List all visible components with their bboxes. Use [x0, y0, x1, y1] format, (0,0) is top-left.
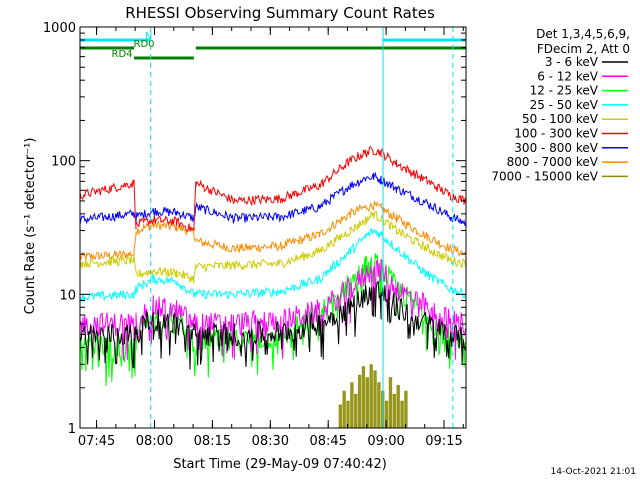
series-point — [404, 390, 408, 428]
series-800-7000-kev — [79, 199, 467, 261]
series-line — [79, 210, 467, 284]
series-line — [79, 146, 467, 233]
series-6-12-kev — [79, 258, 467, 361]
plot-frame — [79, 26, 467, 429]
series-point — [384, 400, 389, 428]
y-axis-label: Count Rate (s⁻¹ detector⁻¹) — [23, 138, 38, 315]
legend-label: 6 - 12 keV — [537, 69, 599, 83]
series-point — [373, 370, 377, 428]
x-axis-label: Start Time (29-May-09 07:40:42) — [173, 457, 387, 472]
series-point — [396, 384, 400, 428]
legend-label: 12 - 25 keV — [530, 84, 599, 98]
x-tick-label: 08:45 — [309, 434, 346, 449]
legend-label: 800 - 7000 keV — [507, 155, 599, 169]
legend: Det 1,3,4,5,6,9, FDecim 2, Att 0 3 - 6 k… — [491, 27, 630, 183]
series-point — [400, 400, 404, 428]
x-tick-label: 07:45 — [78, 434, 115, 449]
series-point — [392, 393, 397, 428]
series-line — [79, 280, 467, 370]
legend-header-line-2: FDecim 2, Att 0 — [537, 42, 630, 56]
series-50-100-kev — [79, 210, 467, 284]
legend-label: 7000 - 15000 keV — [491, 169, 598, 183]
legend-header-line-1: Det 1,3,4,5,6,9, — [536, 27, 630, 41]
series-point — [377, 382, 381, 428]
legend-label: 3 - 6 keV — [545, 55, 599, 69]
y-tick-label: 10 — [59, 288, 76, 303]
x-axis-ticks: 07:45 08:00 08:15 08:30 08:45 09:00 09:15 — [78, 27, 464, 449]
annotation-label-rd4: RD4 — [112, 49, 133, 60]
series-layer — [79, 146, 467, 428]
series-25-50-kev — [79, 227, 467, 302]
series-100-300-kev — [79, 146, 467, 233]
legend-label: 50 - 100 keV — [522, 112, 599, 126]
plot-border — [79, 26, 467, 429]
series-point — [342, 390, 346, 428]
x-tick-label: 08:00 — [136, 434, 173, 449]
series-point — [369, 364, 373, 428]
series-point — [350, 382, 354, 428]
series-point — [354, 393, 358, 428]
series-point — [388, 377, 393, 428]
chart-title: RHESSI Observing Summary Count Rates — [125, 4, 435, 22]
series-line — [79, 199, 467, 261]
x-tick-label: 08:30 — [252, 434, 289, 449]
x-tick-label: 08:15 — [194, 434, 231, 449]
annotation-label-n: N — [145, 31, 152, 42]
x-tick-label: 09:15 — [425, 434, 462, 449]
series-point — [346, 400, 350, 428]
series-point — [361, 366, 366, 428]
y-tick-label: 1 — [68, 422, 76, 437]
y-tick-label: 100 — [51, 155, 76, 170]
y-axis-ticks: 1 10 100 1000 — [43, 21, 466, 437]
series-300-800-kev — [79, 171, 467, 226]
series-point — [365, 377, 369, 428]
legend-label: 300 - 800 keV — [514, 141, 598, 155]
timestamp: 14-Oct-2021 21:01 — [551, 467, 636, 477]
legend-label: 25 - 50 keV — [530, 98, 599, 112]
series-line — [79, 258, 467, 361]
y-tick-label: 1000 — [43, 21, 76, 36]
series-line — [79, 171, 467, 226]
x-tick-label: 09:00 — [367, 434, 404, 449]
series-point — [357, 374, 362, 428]
series-point — [338, 404, 342, 428]
series-3-6-kev — [79, 280, 467, 370]
series-7000-15000-kev — [338, 364, 408, 428]
series-line — [79, 227, 467, 302]
annotation-label-rd0: RD0 — [134, 39, 155, 50]
legend-label: 100 - 300 keV — [514, 127, 598, 141]
